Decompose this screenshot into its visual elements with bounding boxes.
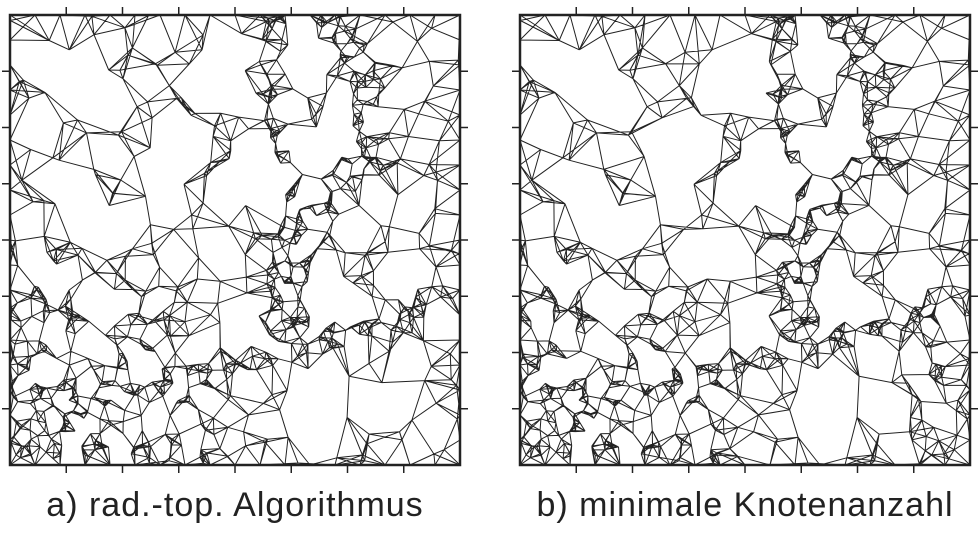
caption: a) rad.-top. Algorithmus: [46, 486, 423, 524]
mesh: [10, 15, 460, 465]
panel: [2, 7, 468, 473]
panel: [512, 7, 978, 473]
mesh: [520, 15, 970, 465]
caption: b) minimale Knotenanzahl: [536, 486, 953, 524]
figure: a) rad.-top. Algorithmus b) minimale Kno…: [0, 0, 980, 529]
page: a) rad.-top. Algorithmus b) minimale Kno…: [0, 0, 980, 529]
